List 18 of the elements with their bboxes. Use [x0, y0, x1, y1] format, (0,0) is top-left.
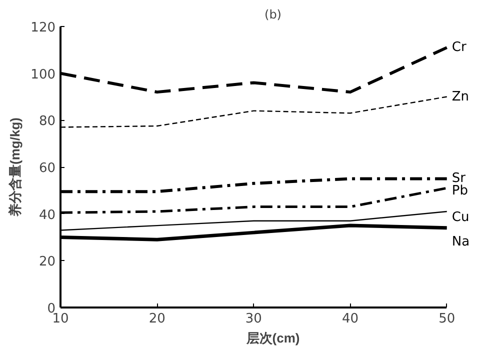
y-tick-label: 80 — [38, 114, 56, 130]
x-tick-label: 20 — [148, 312, 166, 326]
chart-title: (b) — [264, 8, 282, 22]
y-tick-label: 120 — [30, 20, 56, 36]
x-axis-title: 层次(cm) — [245, 330, 300, 346]
x-tick-label: 30 — [245, 312, 262, 326]
series-label: Pb — [452, 184, 468, 199]
y-tick-label: 40 — [38, 208, 56, 223]
series-label: Cu — [452, 210, 470, 225]
y-axis-title: 养分含量(mg/kg) — [8, 118, 23, 218]
y-tick-label: 60 — [38, 161, 56, 176]
y-tick-label: 100 — [30, 67, 56, 82]
series-label: Na — [452, 234, 470, 250]
y-tick-label: 20 — [38, 254, 56, 270]
series-label: Zn — [452, 89, 470, 104]
x-tick-label: 40 — [342, 312, 359, 326]
series-label: Cr — [452, 40, 467, 56]
x-tick-label: 50 — [438, 312, 456, 326]
